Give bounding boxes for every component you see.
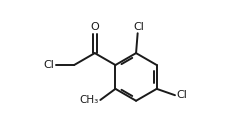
Text: CH₃: CH₃	[80, 95, 99, 105]
Text: Cl: Cl	[133, 22, 144, 32]
Text: Cl: Cl	[43, 60, 54, 70]
Text: O: O	[90, 22, 99, 32]
Text: Cl: Cl	[177, 90, 187, 100]
